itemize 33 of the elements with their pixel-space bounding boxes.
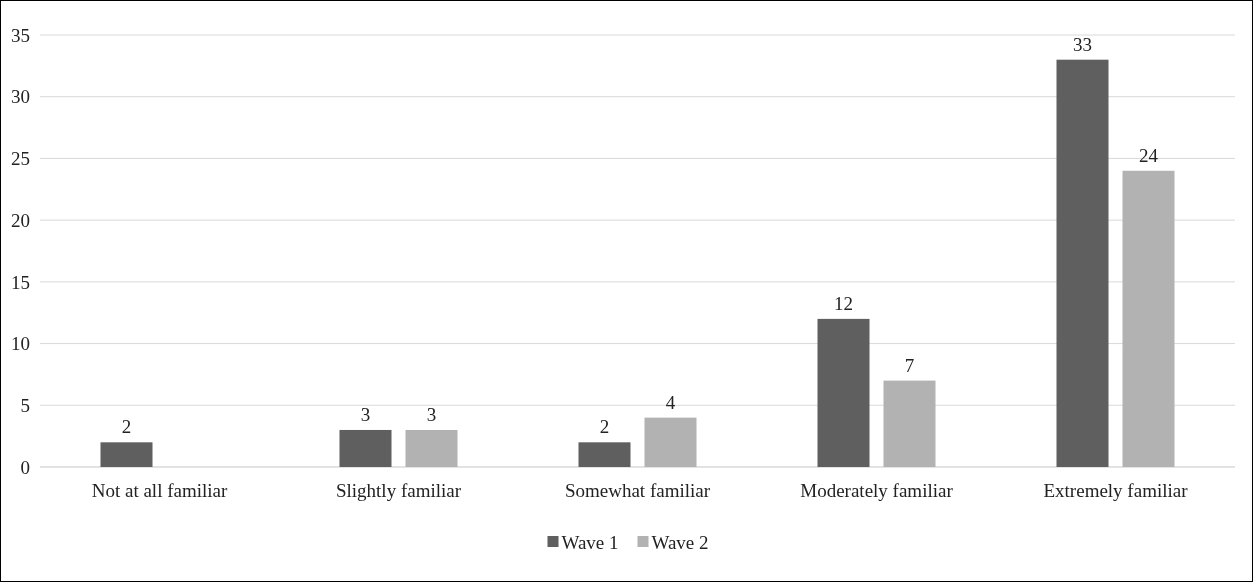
bar bbox=[405, 429, 458, 467]
y-tick-label: 20 bbox=[11, 209, 30, 231]
x-tick-label: Not at all familiar bbox=[91, 480, 228, 501]
x-tick-label: Somewhat familiar bbox=[564, 480, 711, 501]
data-label: 2 bbox=[599, 416, 610, 438]
bar bbox=[339, 429, 392, 467]
x-tick-label: Moderately familiar bbox=[800, 480, 954, 501]
y-tick-label: 5 bbox=[20, 394, 30, 416]
bar bbox=[883, 380, 936, 467]
y-tick-label: 35 bbox=[11, 24, 30, 46]
data-label: 3 bbox=[360, 403, 371, 425]
bar bbox=[1122, 170, 1175, 467]
bar bbox=[578, 442, 631, 467]
data-label: 2 bbox=[121, 416, 132, 438]
data-label: 4 bbox=[665, 391, 676, 413]
data-label: 7 bbox=[904, 354, 915, 376]
legend-label: Wave 2 bbox=[651, 531, 709, 553]
data-label: 3 bbox=[426, 403, 437, 425]
y-tick-label: 10 bbox=[11, 333, 30, 355]
legend-label: Wave 1 bbox=[561, 531, 619, 553]
data-label: 24 bbox=[1139, 144, 1159, 166]
x-tick-label: Slightly familiar bbox=[335, 480, 462, 501]
data-label: 33 bbox=[1073, 33, 1092, 55]
y-tick-label: 30 bbox=[11, 86, 30, 108]
y-tick-label: 0 bbox=[20, 456, 30, 478]
bar bbox=[1056, 59, 1109, 467]
y-tick-label: 15 bbox=[11, 271, 30, 293]
x-tick-label: Extremely familiar bbox=[1043, 480, 1189, 501]
bar bbox=[817, 318, 870, 467]
y-tick-label: 25 bbox=[11, 148, 30, 170]
bar bbox=[644, 417, 697, 467]
data-label: 12 bbox=[834, 292, 853, 314]
bar bbox=[100, 442, 153, 467]
